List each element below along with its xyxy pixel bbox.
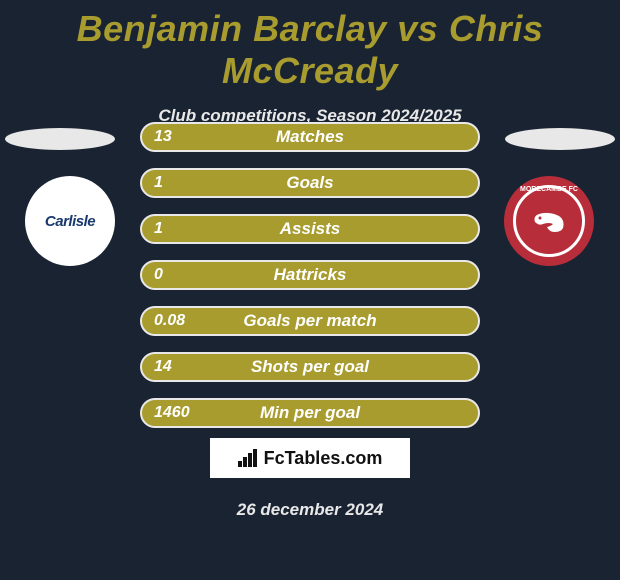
stat-row-matches: 13 Matches bbox=[140, 122, 480, 152]
fctables-text: FcTables.com bbox=[264, 448, 383, 469]
club-right-ring-text: MORECAMBE FC bbox=[520, 186, 578, 193]
club-left-label: Carlisle bbox=[45, 213, 95, 230]
stat-row-hattricks: 0 Hattricks bbox=[140, 260, 480, 290]
stat-row-min-per-goal: 1460 Min per goal bbox=[140, 398, 480, 428]
stat-label: Shots per goal bbox=[251, 357, 369, 377]
stat-left-value: 0.08 bbox=[154, 312, 202, 330]
stat-label: Goals per match bbox=[243, 311, 376, 331]
player-left-name-pill bbox=[5, 128, 115, 150]
stat-left-value: 1460 bbox=[154, 404, 202, 422]
stat-left-value: 1 bbox=[154, 174, 202, 192]
stat-label: Matches bbox=[276, 127, 344, 147]
stat-left-value: 14 bbox=[154, 358, 202, 376]
fctables-logo: FcTables.com bbox=[210, 438, 410, 478]
stat-row-goals-per-match: 0.08 Goals per match bbox=[140, 306, 480, 336]
date-label: 26 december 2024 bbox=[0, 500, 620, 520]
club-right-inner: MORECAMBE FC bbox=[513, 185, 585, 257]
stats-container: 13 Matches 1 Goals 1 Assists 0 Hattricks… bbox=[140, 122, 480, 444]
player-right-name-pill bbox=[505, 128, 615, 150]
stat-row-assists: 1 Assists bbox=[140, 214, 480, 244]
stat-label: Hattricks bbox=[274, 265, 347, 285]
club-badge-right: MORECAMBE FC bbox=[504, 176, 594, 266]
stat-label: Assists bbox=[280, 219, 340, 239]
stat-left-value: 1 bbox=[154, 220, 202, 238]
stat-left-value: 13 bbox=[154, 128, 202, 146]
club-badge-left: Carlisle bbox=[25, 176, 115, 266]
stat-left-value: 0 bbox=[154, 266, 202, 284]
shrimp-icon bbox=[529, 206, 569, 236]
stat-row-shots-per-goal: 14 Shots per goal bbox=[140, 352, 480, 382]
page-title: Benjamin Barclay vs Chris McCready bbox=[0, 0, 620, 92]
stat-label: Min per goal bbox=[260, 403, 360, 423]
stat-row-goals: 1 Goals bbox=[140, 168, 480, 198]
bar-chart-icon bbox=[238, 449, 260, 467]
stat-label: Goals bbox=[286, 173, 333, 193]
